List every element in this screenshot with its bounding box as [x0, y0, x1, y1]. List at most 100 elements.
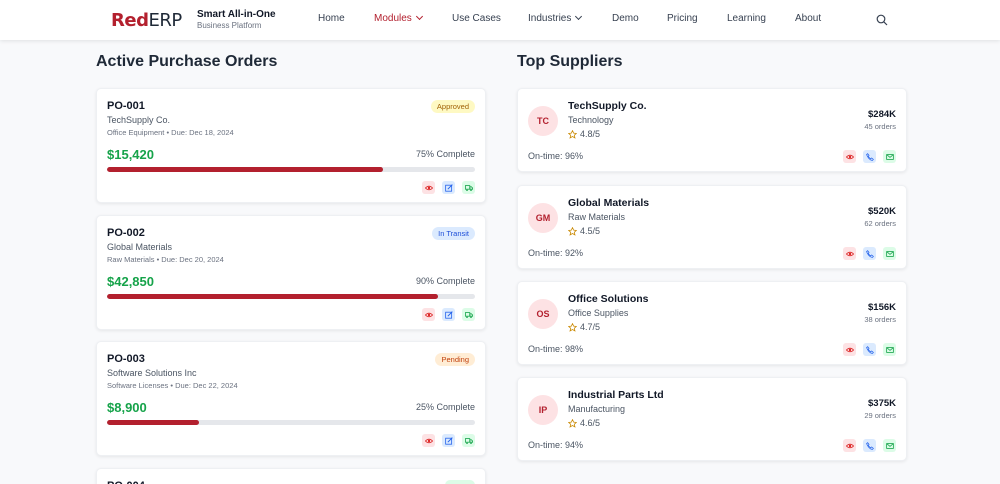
rating-value: 4.7/5	[580, 322, 601, 332]
supplier-orders: 29 orders	[864, 411, 896, 420]
supplier-name: TechSupply Co.	[568, 100, 647, 112]
edit-icon	[444, 436, 453, 445]
eye-icon	[845, 347, 854, 352]
po-card[interactable]: PO-004	[96, 468, 486, 484]
edit-button[interactable]	[442, 434, 455, 447]
brand-logo[interactable]: Red ERP	[111, 10, 182, 31]
view-button[interactable]	[422, 434, 435, 447]
mail-icon	[885, 442, 894, 449]
call-button[interactable]	[863, 150, 876, 163]
tagline-line1: Smart All-in-One	[197, 9, 276, 20]
rating-value: 4.8/5	[580, 129, 601, 139]
po-actions	[422, 308, 475, 321]
eye-icon	[424, 312, 433, 317]
supplier-card[interactable]: OS Office Solutions Office Supplies 4.7/…	[517, 281, 907, 365]
supplier-category: Technology	[568, 115, 614, 125]
supplier-ontime: On-time: 92%	[528, 248, 584, 258]
view-button[interactable]	[843, 150, 856, 163]
supplier-avatar: TC	[528, 106, 558, 136]
view-button[interactable]	[422, 308, 435, 321]
po-card[interactable]: PO-003 Software Solutions Inc Software L…	[96, 341, 486, 456]
supplier-card[interactable]: IP Industrial Parts Ltd Manufacturing 4.…	[517, 377, 907, 461]
supplier-total: $156K	[868, 302, 896, 313]
email-button[interactable]	[883, 150, 896, 163]
supplier-orders: 62 orders	[864, 219, 896, 228]
eye-icon	[845, 154, 854, 159]
nav-industries[interactable]: Industries	[528, 12, 583, 24]
progress-fill	[107, 167, 383, 172]
nav-modules[interactable]: Modules	[374, 12, 423, 24]
email-button[interactable]	[883, 247, 896, 260]
po-actions	[422, 181, 475, 194]
po-card[interactable]: PO-001 TechSupply Co. Office Equipment •…	[96, 88, 486, 203]
po-actions	[422, 434, 475, 447]
po-amount: $8,900	[107, 400, 147, 415]
status-badge: Pending	[435, 353, 475, 366]
phone-icon	[865, 441, 874, 450]
po-id: PO-002	[107, 227, 145, 239]
supplier-actions	[843, 439, 896, 452]
po-card[interactable]: PO-002 Global Materials Raw Materials • …	[96, 215, 486, 330]
call-button[interactable]	[863, 343, 876, 356]
status-badge: Approved	[430, 100, 475, 113]
nav-learning[interactable]: Learning	[727, 13, 766, 24]
nav-about[interactable]: About	[795, 13, 822, 24]
progress-bar	[107, 167, 475, 172]
supplier-ontime: On-time: 96%	[528, 151, 584, 161]
nav-demo[interactable]: Demo	[612, 13, 639, 24]
po-supplier: TechSupply Co.	[107, 115, 171, 125]
nav-pricing[interactable]: Pricing	[667, 13, 698, 24]
supplier-card[interactable]: GM Global Materials Raw Materials 4.5/5 …	[517, 185, 907, 269]
progress-fill	[107, 420, 199, 425]
supplier-rating: 4.5/5	[568, 226, 600, 236]
supplier-category: Raw Materials	[568, 212, 626, 222]
supplier-rating: 4.8/5	[568, 129, 600, 139]
po-meta: Software Licenses • Due: Dec 22, 2024	[107, 381, 238, 390]
truck-icon	[464, 311, 473, 318]
view-button[interactable]	[843, 439, 856, 452]
eye-icon	[424, 185, 433, 190]
shipping-button[interactable]	[462, 308, 475, 321]
nav-modules-label: Modules	[374, 13, 412, 24]
mail-icon	[885, 153, 894, 160]
edit-button[interactable]	[442, 181, 455, 194]
star-icon	[568, 418, 577, 428]
truck-icon	[464, 184, 473, 191]
view-button[interactable]	[843, 343, 856, 356]
shipping-button[interactable]	[462, 181, 475, 194]
edit-icon	[444, 310, 453, 319]
view-button[interactable]	[422, 181, 435, 194]
po-meta: Raw Materials • Due: Dec 20, 2024	[107, 255, 224, 264]
chevron-down-icon	[575, 12, 583, 21]
supplier-category: Office Supplies	[568, 308, 629, 318]
supplier-name: Global Materials	[568, 197, 650, 209]
edit-button[interactable]	[442, 308, 455, 321]
view-button[interactable]	[843, 247, 856, 260]
call-button[interactable]	[863, 247, 876, 260]
supplier-actions	[843, 343, 896, 356]
supplier-name: Office Solutions	[568, 293, 649, 305]
mail-icon	[885, 250, 894, 257]
shipping-button[interactable]	[462, 434, 475, 447]
po-progress-label: 25% Complete	[415, 402, 475, 412]
search-icon[interactable]	[876, 14, 888, 26]
po-amount: $15,420	[107, 147, 154, 162]
supplier-actions	[843, 150, 896, 163]
email-button[interactable]	[883, 439, 896, 452]
call-button[interactable]	[863, 439, 876, 452]
supplier-total: $375K	[868, 398, 896, 409]
suppliers-section-title: Top Suppliers	[517, 53, 623, 70]
eye-icon	[424, 438, 433, 443]
supplier-ontime: On-time: 94%	[528, 440, 584, 450]
eye-icon	[845, 251, 854, 256]
nav-home[interactable]: Home	[318, 13, 345, 24]
po-amount: $42,850	[107, 274, 154, 289]
progress-bar	[107, 294, 475, 299]
nav-use-cases[interactable]: Use Cases	[452, 13, 501, 24]
po-id: PO-004	[107, 480, 145, 484]
supplier-ontime: On-time: 98%	[528, 344, 584, 354]
tagline-line2: Business Platform	[197, 21, 262, 30]
email-button[interactable]	[883, 343, 896, 356]
mail-icon	[885, 346, 894, 353]
supplier-card[interactable]: TC TechSupply Co. Technology 4.8/5 $284K…	[517, 88, 907, 172]
